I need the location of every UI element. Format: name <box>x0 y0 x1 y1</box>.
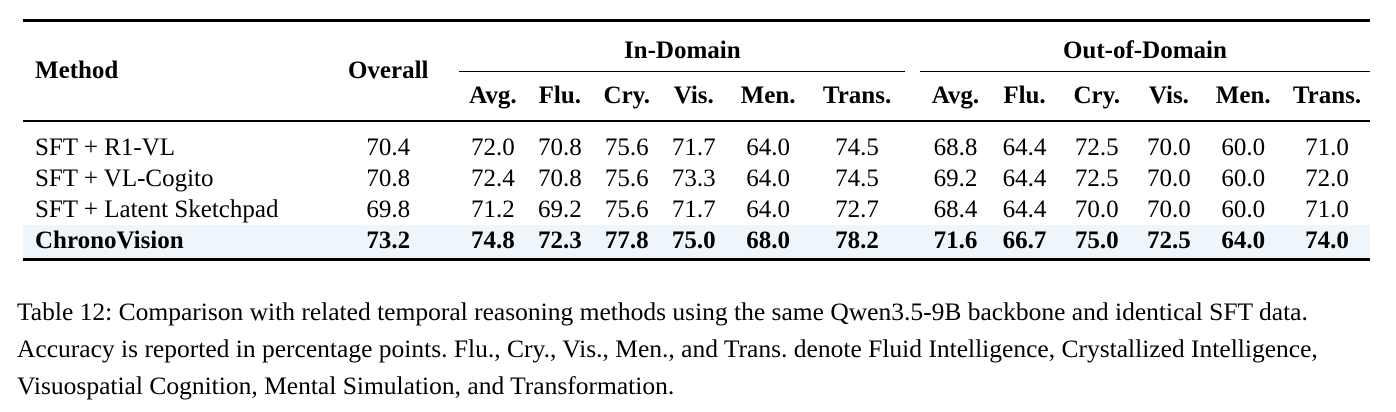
cell-in-trans: 72.7 <box>835 195 879 223</box>
cell-out-flu: 64.4 <box>1002 133 1047 161</box>
cell-out-trans: 71.0 <box>1305 133 1349 161</box>
cell-out-flu: 66.7 <box>991 225 1058 261</box>
header-out-vis: Vis. <box>1148 82 1189 109</box>
cell-in-trans: 74.5 <box>835 133 879 161</box>
cell-in-men: 64.0 <box>746 133 790 161</box>
cell-in-avg: 74.8 <box>459 225 527 261</box>
table-row-highlighted: ChronoVision 73.2 74.8 72.3 77.8 75.0 68… <box>23 225 1370 261</box>
cell-out-vis: 70.0 <box>1147 133 1191 161</box>
cell-overall: 70.4 <box>366 133 411 161</box>
cell-in-cry: 77.8 <box>593 225 661 261</box>
header-row-groups: Method Overall In-Domain Out-of-Domain <box>23 19 1370 122</box>
cell-out-men: 64.0 <box>1202 225 1285 261</box>
header-in-vis: Vis. <box>673 82 714 109</box>
header-out-of-domain: Out-of-Domain <box>919 19 1370 72</box>
cell-overall: 73.2 <box>331 225 445 261</box>
cell-out-vis: 70.0 <box>1147 195 1191 223</box>
header-overall: Overall <box>331 19 445 122</box>
table-caption: Table 12: Comparison with related tempor… <box>17 297 1318 400</box>
header-out-avg: Avg. <box>931 82 980 109</box>
header-in-trans: Trans. <box>822 82 892 109</box>
cell-out-flu: 64.4 <box>1002 195 1047 223</box>
table-row: SFT + VL-Cogito 70.8 72.4 70.8 75.6 73.3… <box>23 163 1370 194</box>
cell-method: SFT + VL-Cogito <box>35 164 214 192</box>
results-table-container: Method Overall In-Domain Out-of-Domain A… <box>23 19 1370 261</box>
header-row-subcolumns: Avg. Flu. Cry. Vis. Men. Trans. Avg. Flu… <box>23 72 1370 121</box>
header-out-men: Men. <box>1215 82 1271 109</box>
header-out-cry: Cry. <box>1073 82 1120 109</box>
cell-out-men: 60.0 <box>1221 195 1266 223</box>
header-in-avg: Avg. <box>469 82 517 109</box>
cell-method: SFT + Latent Sketchpad <box>35 195 279 223</box>
cell-out-vis: 70.0 <box>1147 164 1191 192</box>
cell-in-men: 68.0 <box>727 225 809 261</box>
cell-out-vis: 72.5 <box>1135 225 1203 261</box>
cell-method: SFT + R1-VL <box>35 133 176 161</box>
cell-in-flu: 70.8 <box>537 164 582 192</box>
cell-in-trans: 74.5 <box>835 164 879 192</box>
table-row: SFT + Latent Sketchpad 69.8 71.2 69.2 75… <box>23 194 1370 225</box>
cell-in-flu: 69.2 <box>537 195 582 223</box>
cell-out-cry: 72.5 <box>1074 133 1119 161</box>
cell-out-trans: 71.0 <box>1305 195 1349 223</box>
header-out-trans: Trans. <box>1292 82 1362 109</box>
cell-in-flu: 72.3 <box>526 225 594 261</box>
table-row: SFT + R1-VL 70.4 72.0 70.8 75.6 71.7 64.… <box>23 121 1370 163</box>
cell-method: ChronoVision <box>23 225 332 261</box>
cell-out-cry: 72.5 <box>1074 164 1119 192</box>
header-in-domain: In-Domain <box>459 19 906 72</box>
cell-out-men: 60.0 <box>1221 133 1266 161</box>
cell-out-trans: 72.0 <box>1305 164 1349 192</box>
cell-out-flu: 64.4 <box>1002 164 1047 192</box>
cell-in-avg: 71.2 <box>470 195 515 223</box>
cell-overall: 69.8 <box>366 195 411 223</box>
cell-in-vis: 71.7 <box>671 133 716 161</box>
cell-out-cry: 75.0 <box>1057 225 1136 261</box>
cell-in-cry: 75.6 <box>604 195 649 223</box>
results-table: Method Overall In-Domain Out-of-Domain A… <box>23 19 1370 261</box>
cell-in-avg: 72.0 <box>470 133 515 161</box>
cell-in-vis: 75.0 <box>660 225 728 261</box>
cell-out-avg: 68.8 <box>933 133 978 161</box>
header-in-cry: Cry. <box>603 82 651 109</box>
cell-in-vis: 71.7 <box>671 195 716 223</box>
table-body: SFT + R1-VL 70.4 72.0 70.8 75.6 71.7 64.… <box>23 121 1370 261</box>
cell-in-vis: 73.3 <box>671 164 716 192</box>
cell-in-cry: 75.6 <box>604 164 649 192</box>
header-in-flu: Flu. <box>538 82 582 109</box>
cell-in-men: 64.0 <box>746 164 790 192</box>
cell-out-cry: 70.0 <box>1074 195 1119 223</box>
header-method: Method <box>23 19 332 122</box>
cell-out-avg: 68.4 <box>933 195 978 223</box>
cell-in-flu: 70.8 <box>537 133 582 161</box>
cell-out-trans: 74.0 <box>1284 225 1370 261</box>
cell-in-men: 64.0 <box>746 195 790 223</box>
cell-overall: 70.8 <box>366 164 411 192</box>
cell-in-cry: 75.6 <box>604 133 649 161</box>
header-out-flu: Flu. <box>1003 82 1046 109</box>
cell-out-avg: 71.6 <box>919 225 992 261</box>
cell-in-trans: 78.2 <box>808 225 906 261</box>
header-in-men: Men. <box>740 82 796 109</box>
cell-out-avg: 69.2 <box>933 164 978 192</box>
cell-in-avg: 72.4 <box>470 164 515 192</box>
cell-out-men: 60.0 <box>1221 164 1266 192</box>
